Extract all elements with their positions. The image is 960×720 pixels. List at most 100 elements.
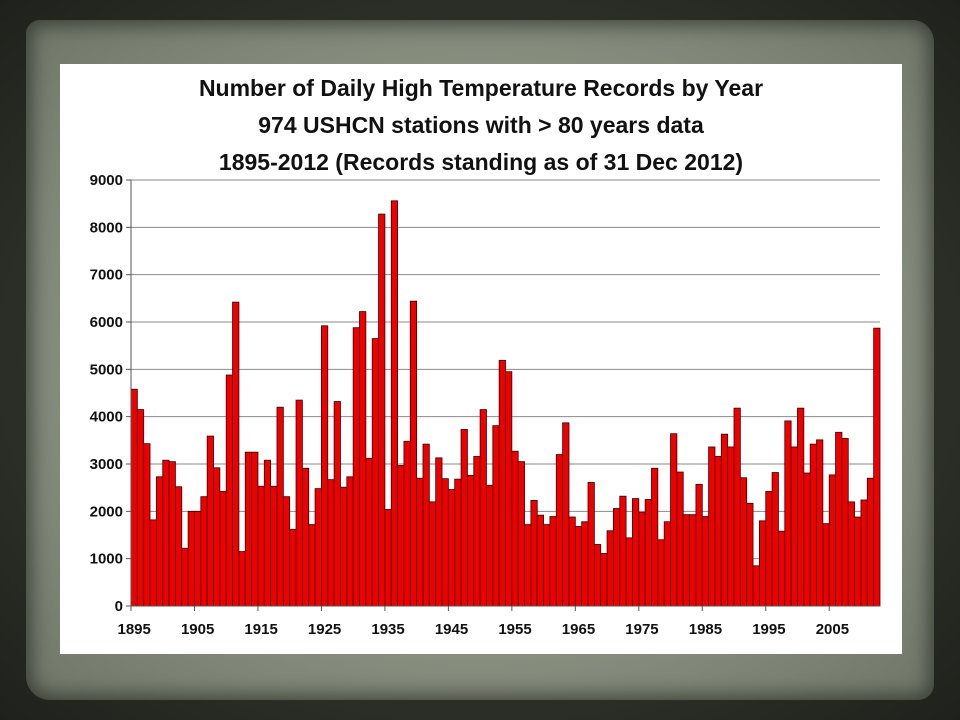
bar-1903 (181, 547, 189, 607)
bar-1990 (733, 407, 741, 607)
bar-2012 (873, 327, 881, 607)
bar-1907 (206, 435, 214, 607)
x-tick-label: 1975 (625, 621, 658, 638)
bar-1989 (727, 446, 735, 607)
bar-1938 (403, 440, 411, 607)
bar-1972 (619, 495, 627, 607)
bar-1934 (378, 213, 386, 607)
bar-1931 (359, 311, 367, 607)
bar-2010 (860, 499, 868, 607)
bar-1932 (365, 457, 373, 607)
bar-1935 (384, 509, 392, 607)
bar-1909 (219, 491, 227, 607)
bar-1947 (460, 429, 468, 607)
bar-1896 (136, 409, 145, 607)
bar-1987 (714, 456, 722, 607)
x-tick-label: 1965 (562, 621, 595, 638)
bar-1905 (194, 510, 202, 607)
bar-1981 (676, 471, 684, 607)
bar-2007 (841, 438, 849, 607)
bar-1941 (422, 443, 430, 607)
bar-1902 (175, 486, 183, 607)
bar-1993 (752, 565, 760, 607)
y-tick-label: 3000 (90, 456, 123, 473)
bar-1926 (327, 479, 335, 607)
bar-1970 (606, 530, 614, 607)
bar-1911 (232, 301, 240, 607)
chart-title-line-1: Number of Daily High Temperature Records… (198, 75, 764, 101)
bar-1946 (454, 478, 462, 607)
bar-1906 (200, 496, 208, 607)
bar-1966 (581, 521, 589, 607)
bar-1919 (282, 496, 291, 607)
y-tick-label: 4000 (90, 409, 123, 426)
bar-1978 (657, 539, 665, 607)
bar-2002 (809, 443, 817, 607)
bar-2006 (835, 431, 843, 607)
bar-1975 (638, 511, 646, 607)
bar-1908 (213, 467, 221, 607)
y-tick-label: 8000 (90, 219, 123, 236)
y-tick-label: 1000 (90, 551, 123, 568)
bar-1929 (346, 476, 354, 607)
bar-1965 (574, 526, 583, 607)
bar-1960 (543, 524, 551, 607)
x-tick-label: 1985 (689, 621, 722, 638)
y-tick-label: 0 (115, 598, 123, 615)
x-tick-label: 1905 (181, 621, 214, 638)
chart-title-line-3: 1895-2012 (Records standing as of 31 Dec… (218, 149, 744, 175)
chart-title: Number of Daily High Temperature Records… (60, 70, 902, 181)
x-tick-label: 2005 (816, 621, 849, 638)
bar-1912 (238, 551, 246, 607)
bar-1895 (130, 388, 138, 607)
bar-1979 (663, 521, 671, 607)
bar-1900 (162, 459, 170, 607)
bar-1927 (333, 401, 341, 607)
bar-2008 (847, 501, 856, 607)
bar-1925 (321, 325, 329, 607)
bar-1967 (587, 482, 595, 607)
bar-1959 (536, 514, 544, 607)
bar-2011 (866, 477, 875, 607)
bar-1922 (301, 467, 310, 607)
x-tick-label: 1945 (435, 621, 468, 638)
bar-1985 (701, 516, 710, 607)
x-tick-label: 1915 (244, 621, 277, 638)
bar-1977 (651, 467, 659, 607)
bar-2003 (816, 439, 824, 607)
bar-1940 (416, 477, 424, 607)
bar-1939 (409, 300, 418, 607)
bar-1937 (397, 465, 405, 607)
chart-panel: 0 1000 2000 3000 4000 5000 6000 7000 8000 9000 189… (60, 64, 902, 654)
x-tick-label: 1925 (308, 621, 341, 638)
bar-1984 (695, 483, 703, 607)
bar-1992 (746, 502, 754, 607)
bar-1948 (467, 474, 475, 607)
bar-1955 (511, 450, 519, 607)
x-tick-label: 1935 (371, 621, 404, 638)
bar-1988 (720, 433, 729, 607)
bar-1923 (308, 524, 316, 607)
bar-1957 (524, 524, 532, 607)
bar-1994 (758, 520, 767, 607)
bar-1950 (479, 409, 487, 607)
bar-1983 (689, 514, 697, 607)
bar-2009 (854, 516, 862, 607)
bar-1944 (441, 478, 449, 607)
bar-1897 (143, 443, 151, 607)
bar-1918 (276, 406, 284, 607)
bar-1971 (613, 508, 621, 607)
y-tick-label: 9000 (90, 172, 123, 189)
bar-1916 (263, 459, 272, 607)
bar-1930 (352, 327, 360, 607)
bar-1910 (225, 374, 233, 607)
bar-1921 (295, 399, 303, 607)
bar-chart: 0 1000 2000 3000 4000 5000 6000 7000 8000 9000 189… (90, 172, 881, 638)
bar-1982 (682, 514, 690, 607)
bar-1954 (505, 371, 513, 607)
bar-1968 (593, 544, 602, 607)
bar-1986 (708, 446, 716, 607)
bar-1963 (562, 422, 570, 607)
bar-2000 (797, 407, 805, 607)
